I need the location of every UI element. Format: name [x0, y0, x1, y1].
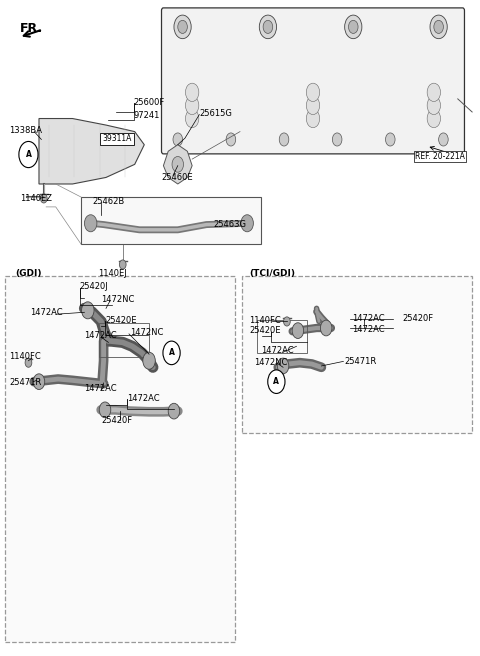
Circle shape [345, 15, 362, 39]
Text: 1472AC: 1472AC [30, 308, 63, 318]
Circle shape [25, 358, 32, 367]
Circle shape [33, 374, 45, 390]
Circle shape [427, 96, 441, 115]
Circle shape [306, 83, 320, 102]
Circle shape [385, 133, 395, 146]
Circle shape [19, 142, 38, 168]
Circle shape [163, 341, 180, 365]
Circle shape [241, 215, 253, 232]
Circle shape [40, 194, 47, 203]
Circle shape [306, 96, 320, 115]
Circle shape [168, 403, 180, 419]
Text: 1472AC: 1472AC [84, 331, 117, 340]
Circle shape [332, 133, 342, 146]
Circle shape [185, 96, 199, 115]
Text: 1472AC: 1472AC [352, 314, 385, 323]
Text: 25420J: 25420J [80, 282, 108, 291]
Circle shape [143, 352, 156, 369]
Text: 1472AC: 1472AC [128, 394, 160, 403]
Circle shape [172, 157, 183, 173]
Circle shape [430, 15, 447, 39]
Text: FR.: FR. [20, 22, 43, 35]
Text: 1472NC: 1472NC [101, 295, 134, 304]
Circle shape [84, 215, 97, 232]
Circle shape [427, 110, 441, 128]
Circle shape [99, 402, 111, 418]
Text: 1472AC: 1472AC [84, 384, 117, 393]
Text: (TCI/GDI): (TCI/GDI) [250, 268, 296, 277]
Text: 1338BA: 1338BA [9, 126, 42, 134]
Circle shape [277, 358, 289, 374]
Text: A: A [25, 150, 31, 159]
Bar [5, 276, 235, 642]
Polygon shape [163, 145, 192, 184]
Text: (GDI): (GDI) [15, 268, 42, 277]
Text: 1472NC: 1472NC [254, 358, 288, 367]
Text: 25420F: 25420F [101, 417, 132, 426]
Text: 25420E: 25420E [105, 316, 136, 325]
Text: 25460E: 25460E [161, 173, 193, 182]
Bar [100, 133, 134, 145]
Bar [257, 320, 307, 353]
Text: 25615G: 25615G [199, 109, 232, 118]
Bar [99, 323, 149, 358]
Text: 97241: 97241 [134, 112, 160, 121]
Circle shape [306, 110, 320, 128]
Text: 25463G: 25463G [214, 220, 247, 229]
Text: 1472AC: 1472AC [262, 346, 294, 356]
Text: 25471R: 25471R [344, 357, 377, 366]
Circle shape [292, 323, 304, 338]
Circle shape [348, 20, 358, 33]
Text: 1140EZ: 1140EZ [20, 194, 52, 203]
Circle shape [321, 320, 332, 336]
Circle shape [174, 15, 191, 39]
Circle shape [226, 133, 236, 146]
Text: REF. 20-221A: REF. 20-221A [415, 152, 465, 161]
Bar [81, 197, 261, 244]
Circle shape [268, 370, 285, 394]
Text: 39311A: 39311A [102, 134, 132, 143]
Bar [242, 276, 472, 433]
Circle shape [284, 317, 290, 326]
Text: 1140FC: 1140FC [250, 316, 281, 325]
Circle shape [434, 20, 444, 33]
Text: 1140FC: 1140FC [9, 352, 41, 361]
FancyBboxPatch shape [161, 8, 465, 154]
Circle shape [259, 15, 276, 39]
Circle shape [82, 302, 94, 319]
Circle shape [178, 20, 187, 33]
Circle shape [263, 20, 273, 33]
Text: 1472AC: 1472AC [352, 325, 385, 334]
Polygon shape [39, 119, 144, 184]
Text: A: A [274, 377, 279, 386]
Text: 25420E: 25420E [250, 326, 281, 335]
Text: 25600F: 25600F [134, 98, 165, 107]
Circle shape [427, 83, 441, 102]
Text: 25420F: 25420F [403, 314, 434, 323]
Text: A: A [168, 348, 175, 358]
Circle shape [185, 83, 199, 102]
Text: 25462B: 25462B [93, 197, 125, 205]
Text: 1472NC: 1472NC [130, 328, 163, 337]
Text: 25471R: 25471R [9, 379, 42, 388]
Circle shape [279, 133, 289, 146]
Circle shape [439, 133, 448, 146]
Circle shape [120, 260, 126, 269]
Circle shape [185, 110, 199, 128]
Text: 1140EJ: 1140EJ [98, 269, 127, 278]
Circle shape [173, 133, 182, 146]
